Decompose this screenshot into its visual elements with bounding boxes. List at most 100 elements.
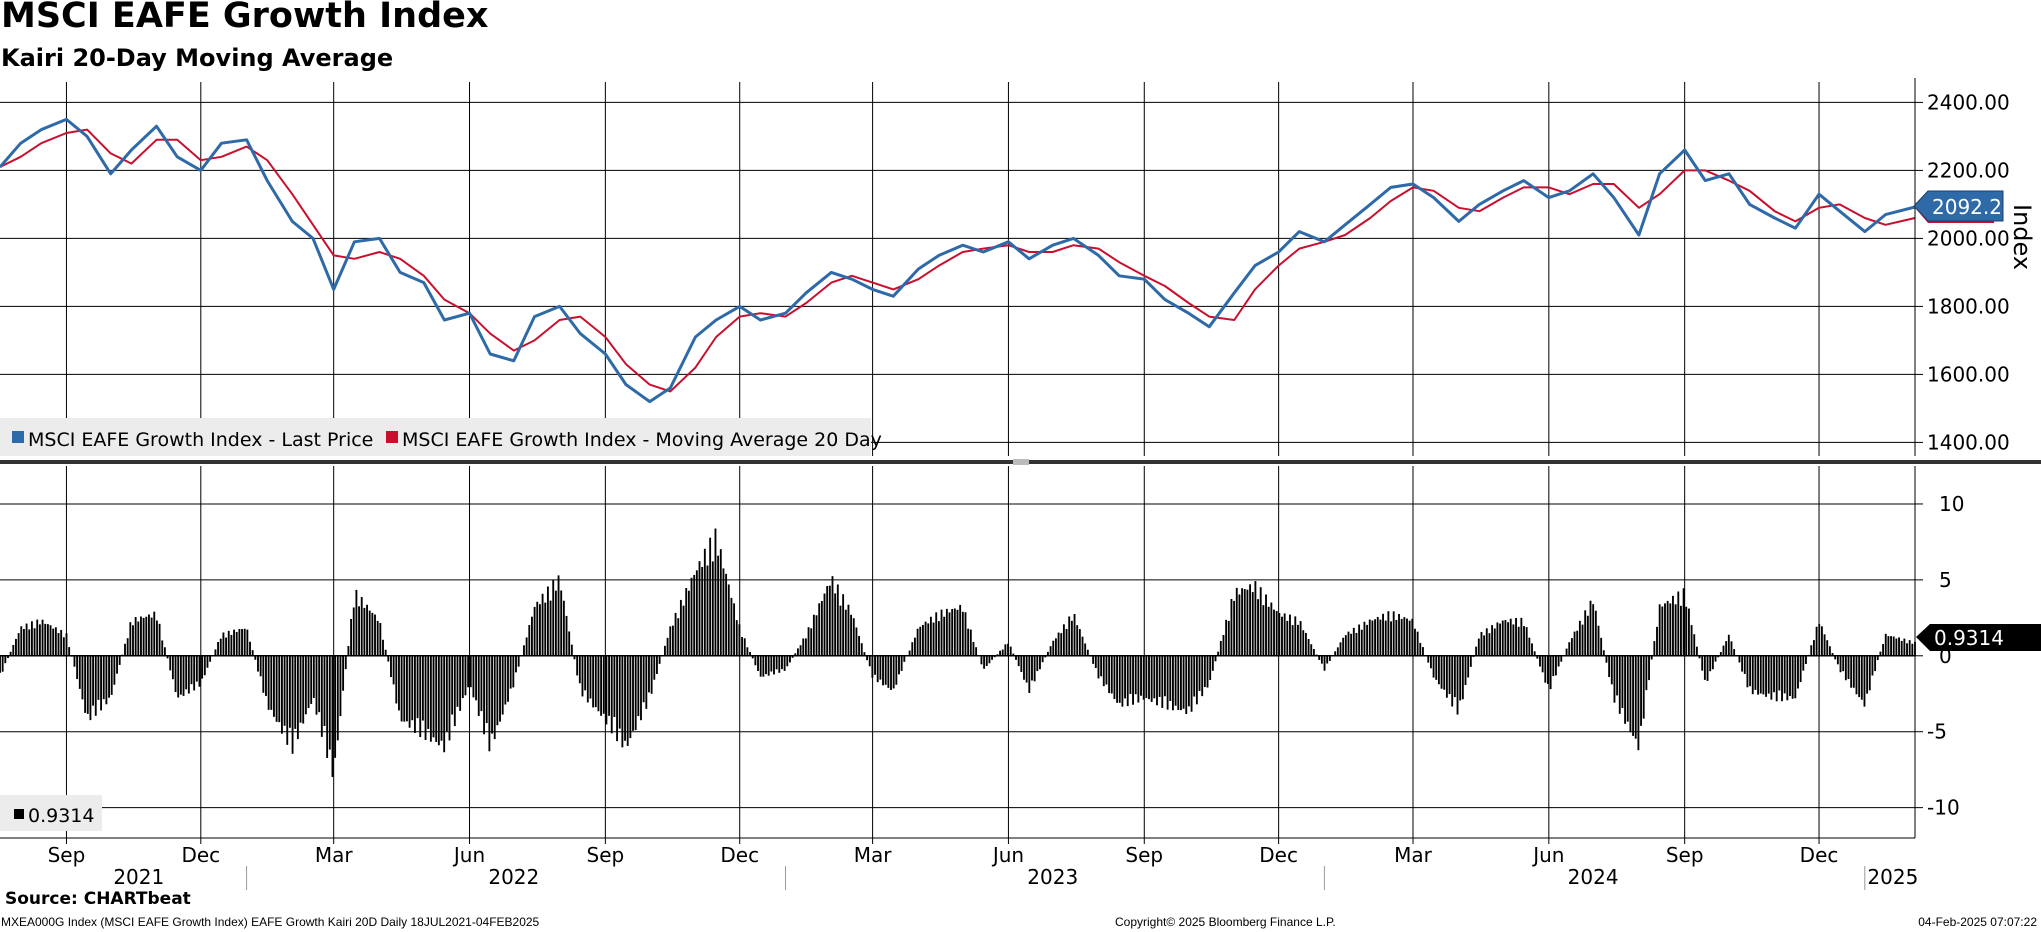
kairi-bar — [767, 655, 770, 676]
kairi-bar — [1874, 655, 1877, 672]
kairi-bar — [1581, 624, 1584, 656]
kairi-bar — [1105, 655, 1108, 685]
kairi-bar — [626, 655, 629, 746]
kairi-bar — [1323, 655, 1326, 671]
kairi-bar — [1828, 646, 1831, 656]
kairi-bar — [890, 655, 892, 690]
kairi-bar — [437, 655, 440, 746]
kairi-bar — [1408, 620, 1411, 656]
kairi-bar — [1241, 588, 1244, 656]
kairi-bar — [118, 655, 121, 665]
kairi-bar — [126, 638, 129, 656]
kairi-bar — [900, 655, 903, 671]
panel-divider-handle[interactable] — [1013, 459, 1029, 465]
kairi-bar — [190, 655, 193, 685]
kairi-bar — [1235, 587, 1238, 656]
lower-ytick-label: -10 — [1927, 796, 1960, 820]
kairi-bar — [802, 638, 805, 656]
kairi-bar — [1770, 655, 1773, 700]
footer-timestamp: 04-Feb-2025 07:07:22 — [1918, 915, 2037, 929]
kairi-bar — [283, 655, 286, 726]
kairi-bar — [187, 655, 190, 694]
kairi-bar — [177, 655, 180, 698]
kairi-bar — [1858, 655, 1861, 698]
kairi-bar — [1674, 604, 1677, 656]
kairi-bar — [153, 611, 156, 656]
kairi-bar — [1578, 620, 1581, 656]
kairi-bar — [451, 655, 454, 715]
kairi-bar — [65, 633, 68, 656]
kairi-bar — [1015, 655, 1017, 660]
kairi-bar — [334, 655, 337, 758]
kairi-bar — [1560, 655, 1563, 662]
kairi-bar — [1836, 655, 1839, 665]
kairi-bar — [1092, 655, 1095, 664]
kairi-bar — [1640, 655, 1642, 726]
kairi-bar — [666, 637, 669, 656]
kairi-bar — [919, 626, 922, 656]
kairi-bar — [892, 655, 895, 689]
kairi-bar — [541, 593, 544, 656]
kairi-bar — [1116, 655, 1119, 703]
kairi-bar — [743, 638, 746, 656]
kairi-bar — [1549, 655, 1552, 690]
kairi-bar — [921, 624, 924, 656]
kairi-bar — [1209, 655, 1212, 680]
kairi-bar — [235, 631, 238, 656]
kairi-bar — [1459, 655, 1462, 701]
source-label: Source: CHARTbeat — [5, 889, 191, 909]
kairi-bar — [427, 655, 430, 729]
kairi-bar — [1328, 655, 1331, 661]
kairi-bar — [775, 655, 778, 670]
kairi-bar — [757, 655, 759, 671]
kairi-bar — [820, 600, 823, 656]
kairi-bar — [1693, 634, 1696, 656]
kairi-bar — [714, 528, 717, 656]
kairi-bar — [884, 655, 887, 685]
kairi-bar — [222, 632, 225, 656]
kairi-bar — [759, 655, 762, 677]
kairi-bar — [1009, 646, 1012, 656]
kairi-last-value-tag: 0.9314 — [1916, 624, 2041, 651]
kairi-bar — [1493, 628, 1496, 656]
kairi-bar — [544, 602, 547, 656]
kairi-bar — [113, 655, 116, 685]
kairi-bar — [195, 655, 198, 682]
kairi-bar — [1352, 627, 1355, 656]
kairi-bar — [1884, 633, 1887, 656]
kairi-bar — [384, 649, 387, 656]
kairi-bar — [496, 655, 499, 726]
kairi-bar — [690, 577, 693, 656]
kairi-bar — [605, 655, 608, 725]
kairi-bar — [695, 570, 698, 656]
kairi-bar — [344, 655, 347, 670]
price-legend-label: MSCI EAFE Growth Index - Last Price — [28, 429, 373, 451]
kairi-bar — [355, 589, 358, 656]
kairi-bar — [1145, 655, 1148, 699]
kairi-bar — [1698, 655, 1701, 659]
kairi-bar — [608, 655, 611, 716]
kairi-bar — [677, 618, 680, 656]
kairi-bar — [1882, 644, 1885, 656]
kairi-bar — [371, 612, 374, 656]
kairi-bar — [546, 586, 549, 656]
upper-ytick-label: 2000.00 — [1927, 226, 2010, 250]
kairi-bar — [557, 575, 560, 656]
kairi-bar — [1887, 636, 1890, 656]
kairi-bar — [517, 655, 520, 667]
kairi-bar — [512, 655, 515, 688]
kairi-bar — [786, 655, 789, 667]
kairi-bar — [783, 655, 786, 671]
kairi-bar — [810, 628, 813, 656]
kairi-bar — [155, 620, 158, 656]
kairi-bar — [1017, 655, 1020, 667]
kairi-bar — [799, 645, 802, 656]
kairi-bar — [1586, 615, 1589, 656]
kairi-bar — [1443, 655, 1446, 690]
kairi-bar — [1057, 632, 1060, 656]
kairi-bar — [1172, 655, 1174, 711]
kairi-bar — [711, 561, 714, 656]
kairi-bar — [1360, 629, 1363, 656]
kairi-bar — [533, 606, 536, 656]
kairi-bar — [249, 641, 251, 656]
